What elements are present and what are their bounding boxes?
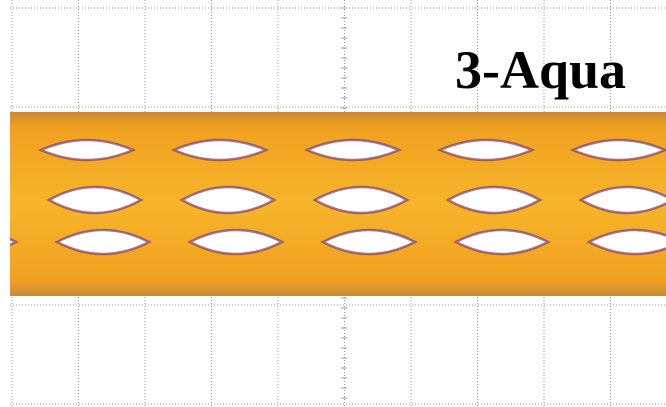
- eye-opening: [312, 185, 410, 215]
- eye-opening: [170, 138, 270, 162]
- eye-opening: [320, 228, 418, 256]
- channel-label: 3-Aqua: [455, 40, 626, 100]
- eye-opening: [569, 138, 666, 162]
- eye-opening: [46, 185, 144, 215]
- eye-opening: [37, 138, 137, 162]
- eye-opening: [54, 228, 152, 256]
- eye-opening: [187, 228, 285, 256]
- band-edge: [0, 108, 10, 300]
- eye-opening: [179, 185, 277, 215]
- eye-opening: [445, 185, 543, 215]
- eye-openings: [0, 108, 666, 300]
- eye-opening: [453, 228, 551, 256]
- eye-opening: [303, 138, 403, 162]
- eye-opening: [586, 228, 666, 256]
- eye-opening: [578, 185, 666, 215]
- eye-opening: [436, 138, 536, 162]
